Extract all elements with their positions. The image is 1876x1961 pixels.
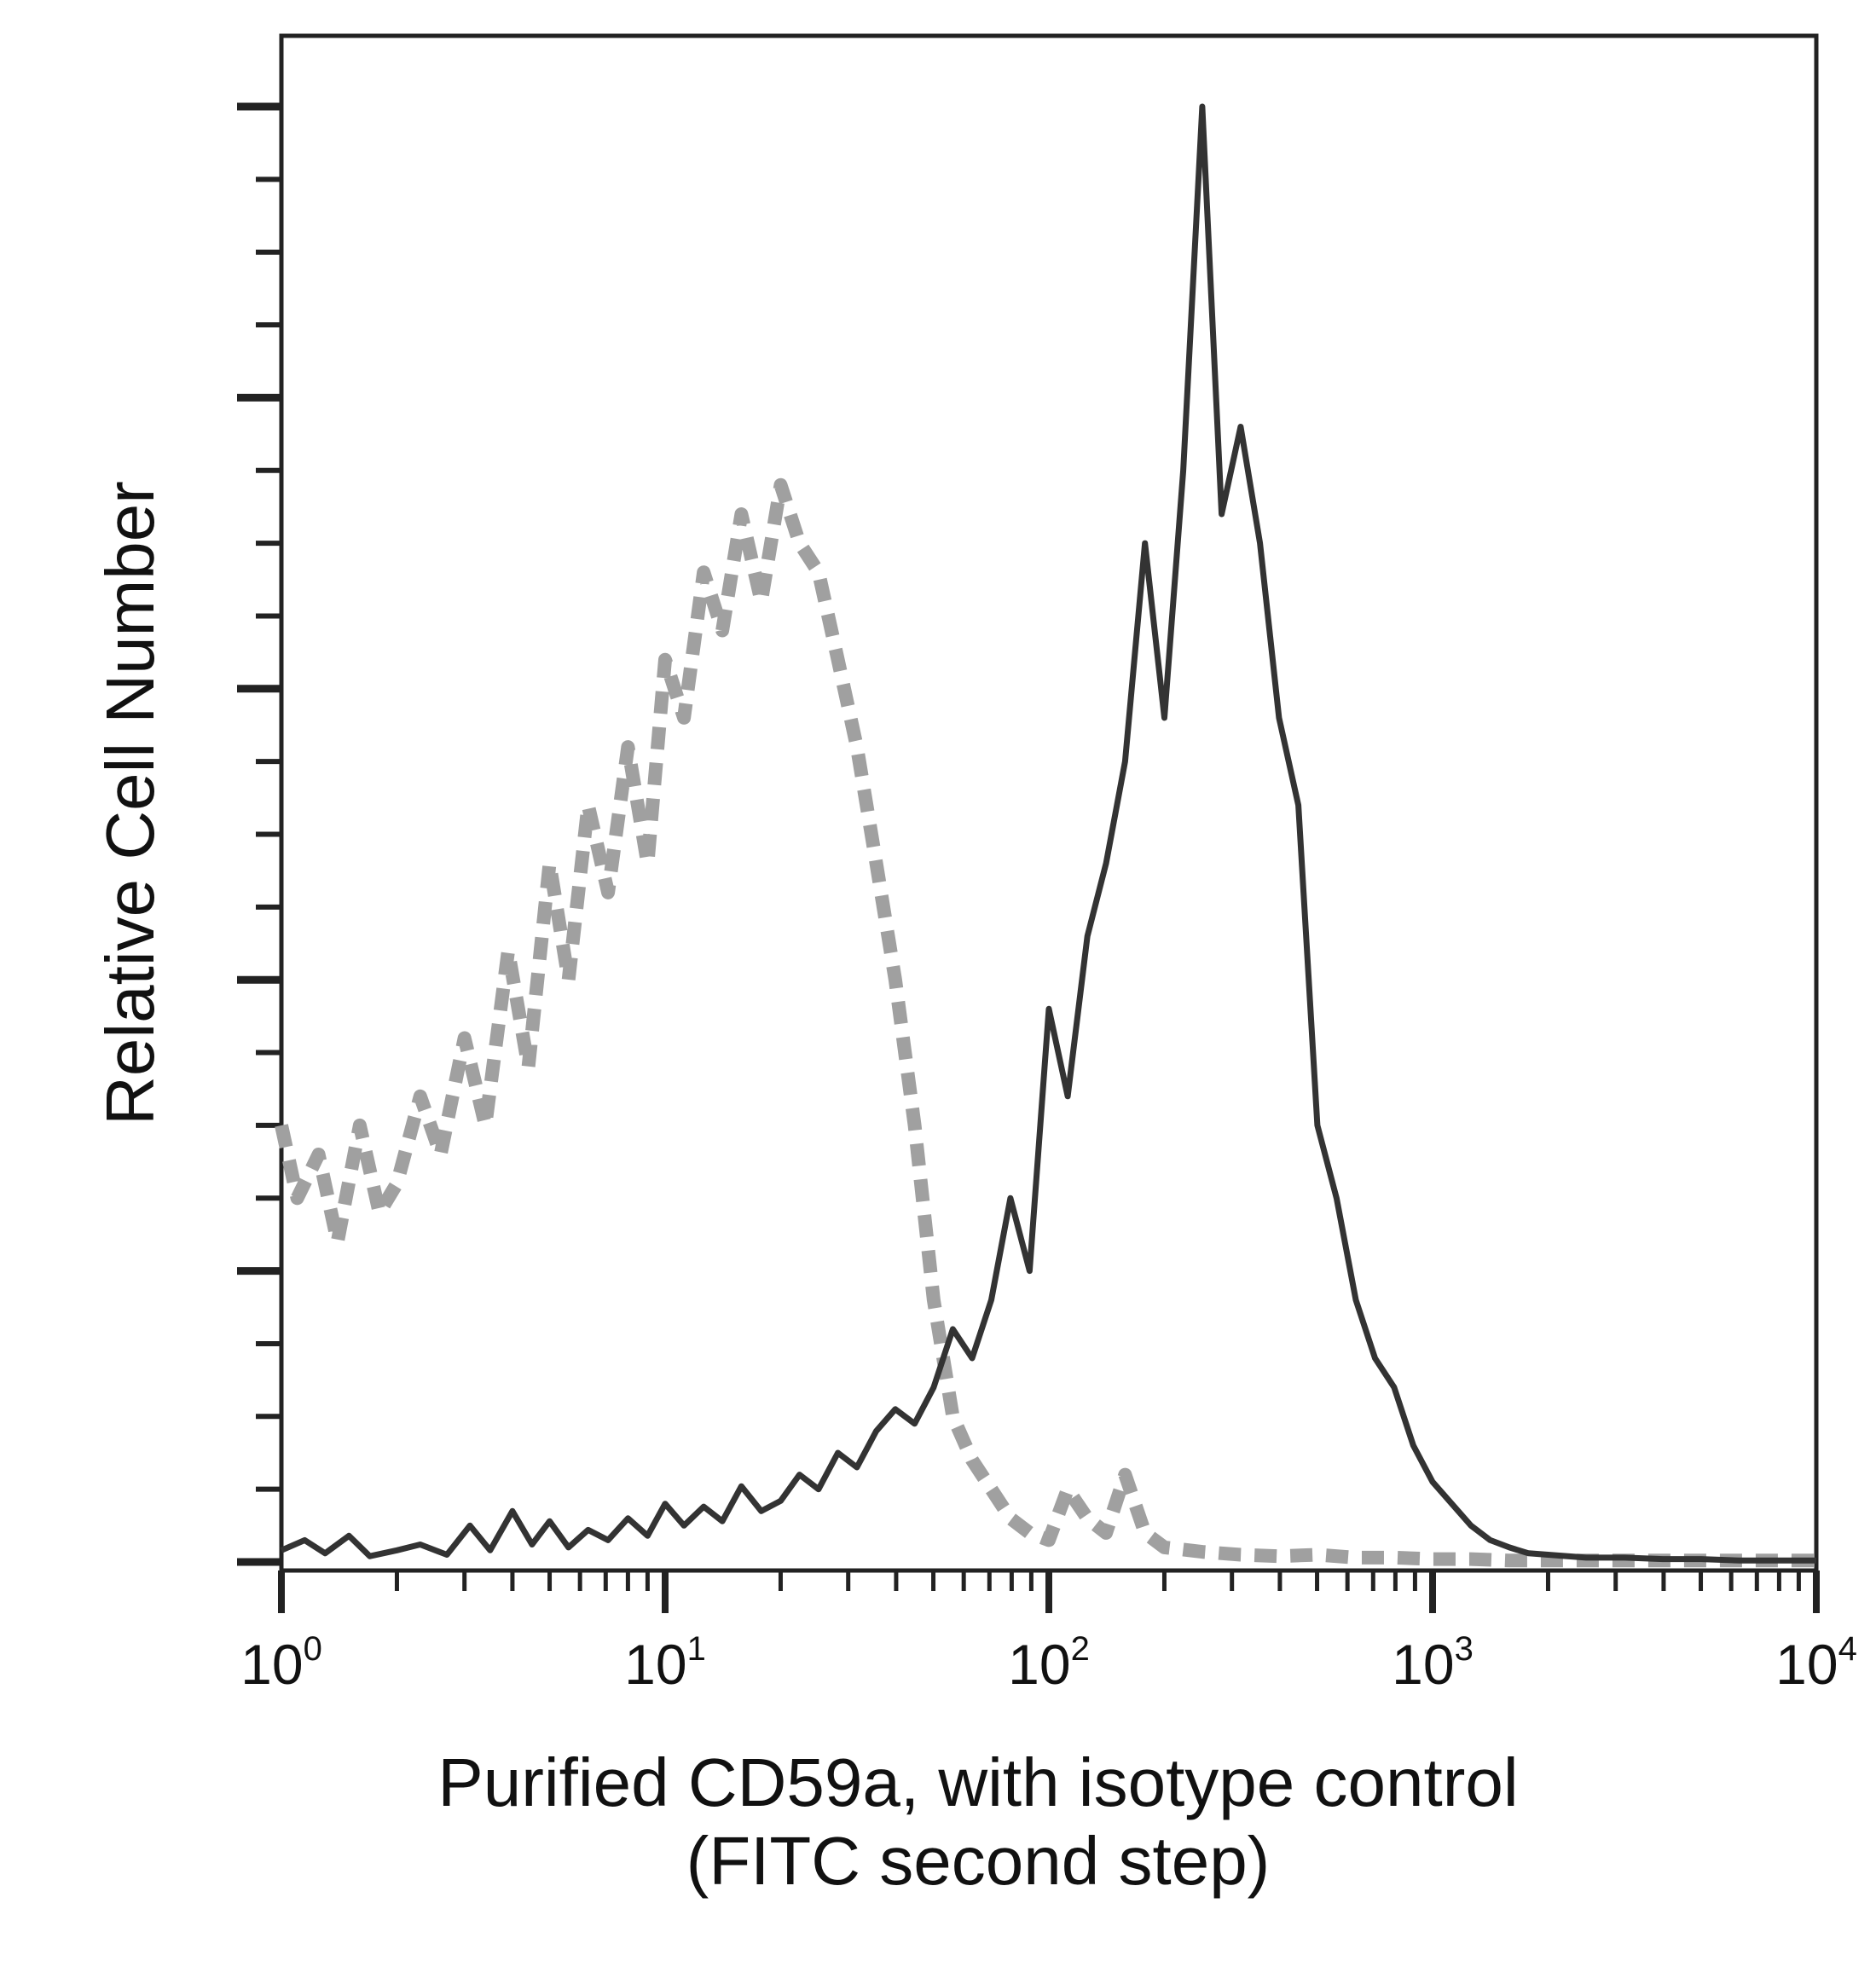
x-axis-tick-labels: 100 101 102 103 104 [240,1630,1857,1696]
x-tick-label: 102 [1008,1630,1090,1696]
series-layer [275,103,1816,1568]
plot-frame [279,33,1819,1573]
x-axis-title: Purified CD59a, with isotype control [437,1744,1518,1820]
y-axis-ticks [237,102,281,1566]
y-axis-title: Relative Cell Number [92,481,168,1125]
x-tick-label: 104 [1775,1630,1857,1696]
cd59a-series-line [280,103,1816,1564]
x-axis-ticks [278,1571,1820,1613]
x-axis-title-line2: (FITC second step) [686,1823,1271,1899]
x-tick-label: 103 [1392,1630,1474,1696]
isotype-control-series-line [275,477,1816,1568]
x-tick-label: 101 [624,1630,706,1696]
x-tick-label: 100 [240,1630,322,1696]
